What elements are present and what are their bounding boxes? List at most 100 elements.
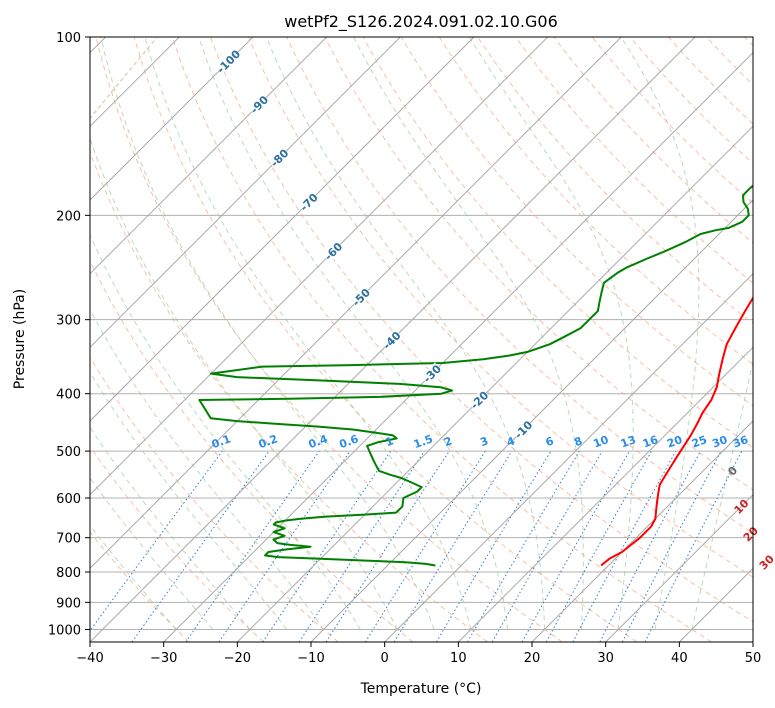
isotherm [90,37,622,570]
y-axis-title: Pressure (hPa) [12,289,28,389]
mixing-ratio-line [185,450,320,642]
y-tick-label: 1000 [48,623,81,638]
y-tick-label: 100 [56,31,81,46]
dry-adiabat [286,37,753,534]
mixing-ratio-label: 3 [478,434,490,449]
isotherm [752,641,753,642]
mixing-ratio-label: 0.1 [210,432,233,451]
isotherm [90,37,254,201]
isotherm [90,37,328,275]
plot-area [90,37,753,642]
x-tick-label: −20 [224,651,251,666]
temperature-profile [600,295,753,567]
dewpoint-profile [198,184,753,567]
x-tick-label: 0 [381,651,389,666]
y-tick-label: 300 [56,314,81,329]
isotherm-label-bg [297,190,321,214]
isotherm-label-bg [268,146,291,170]
mixing-ratio-label: 36 [731,433,750,451]
moist-adiabat [691,358,753,630]
mixing-ratio-label: 6 [544,434,556,449]
mixing-ratio-line [262,450,392,642]
isotherm [236,125,753,642]
isotherm-label-bg [322,239,345,263]
x-axis-title: Temperature (°C) [360,681,482,697]
mixing-ratio-line [521,450,630,642]
dry-adiabat [133,37,638,642]
dry-adiabat [90,259,414,642]
mixing-ratio-label: 0.4 [307,432,330,451]
moist-adiabat [265,37,546,630]
dry-adiabat [400,37,753,407]
moist-adiabat [90,371,288,630]
dry-adiabat [95,37,563,642]
x-tick-label: −30 [150,651,177,666]
moist-adiabat [90,233,361,630]
mixing-ratio-label: 20 [665,433,684,451]
y-tick-label: 500 [56,445,81,460]
mixing-ratio-label: 16 [641,433,660,451]
mixing-ratio-label: 1.5 [412,432,435,451]
mixing-ratio-label: 10 [592,433,611,451]
isotherm [531,420,753,642]
y-tick-label: 400 [56,388,81,403]
mixing-ratio-line [545,450,653,642]
isotherm [384,272,753,642]
mixing-ratio-label: 0.2 [257,432,280,451]
dry-adiabat [210,37,753,623]
moist-adiabat [468,37,634,630]
chart-title: wetPf2_S126.2024.091.02.10.G06 [284,12,558,32]
moist-adiabat [90,524,177,630]
x-tick-label: −10 [297,651,324,666]
y-tick-label: 600 [56,492,81,507]
mixing-ratio-line [298,450,425,642]
mixing-ratio-label: 30 [710,433,729,451]
isotherm [90,37,401,349]
plot-frame [89,36,754,643]
isotherm-label-bg [512,418,535,441]
y-tick-label: 800 [56,566,81,581]
isotherm-label-bg [217,50,240,73]
mixing-ratio-label: 13 [619,433,638,450]
isotherm-label-bg [349,285,373,309]
moist-adiabat-label: 40 [773,581,775,601]
dry-adiabat [438,37,753,366]
y-tick-label: 200 [56,209,81,224]
dry-adiabat [248,37,753,578]
moist-adiabat [90,136,398,630]
mixing-ratio-label: 1 [384,434,396,449]
moist-adiabat [353,37,584,630]
y-tick-label: 700 [56,532,81,547]
isotherm [457,346,753,642]
moist-adiabat [90,426,251,630]
mixing-ratio-line [572,450,677,642]
moist-adiabat [198,37,509,630]
profiles [198,184,753,567]
x-tick-label: 20 [524,651,541,666]
mixing-ratio-line [393,450,513,642]
isotherm [90,37,475,422]
mixing-ratio-label: 2 [442,434,454,449]
x-tick-label: 50 [745,651,762,666]
mixing-ratio-label: 4 [505,434,517,449]
mixing-ratio-label: 8 [572,434,584,449]
x-tick-label: 40 [671,651,688,666]
moist-adiabat [90,477,214,630]
isotherm [605,493,753,642]
isotherm-label-bg [420,362,444,385]
mixing-ratio-label: 0.6 [338,432,361,451]
isotherm [310,199,753,642]
y-tick-label: 900 [56,596,81,611]
moist-adiabat [620,37,700,630]
mixing-ratio-line [131,450,270,642]
mixing-ratio-line [218,450,351,642]
x-tick-label: −40 [76,651,103,666]
mixing-ratio-line [90,450,223,632]
mixing-ratio-line [644,450,743,642]
isotherm [90,37,549,496]
isotherm-label-bg [380,328,404,352]
mixing-ratio-label: 25 [690,433,709,450]
moist-adiabat-label: 30 [757,552,775,572]
